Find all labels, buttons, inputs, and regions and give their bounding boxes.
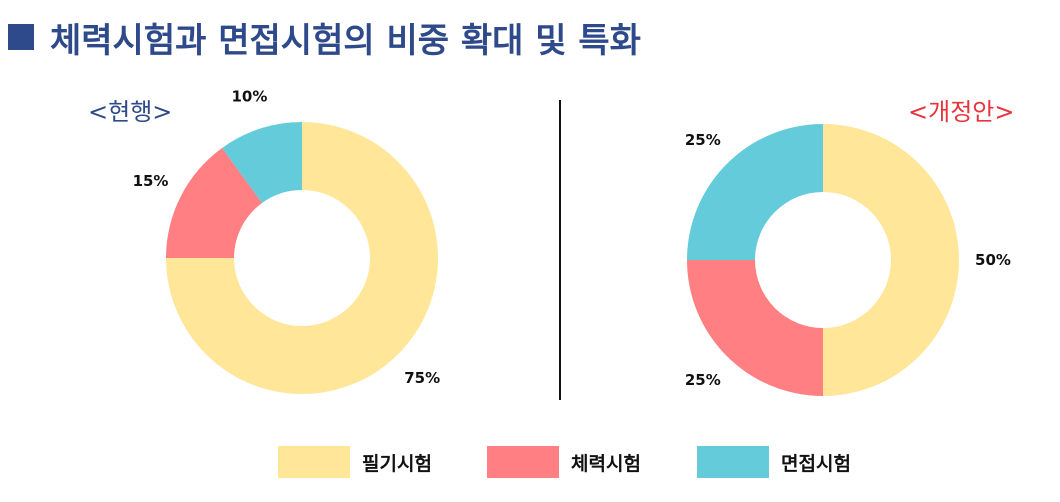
current-slice-physical (166, 147, 263, 258)
current-chart-label: <현행> (88, 98, 173, 126)
proposed-chart-label: <개정안> (908, 98, 1015, 126)
proposed-slice-interview (687, 124, 823, 260)
legend-swatch-interview (697, 446, 769, 478)
legend-item-physical: 체력시험 (487, 444, 641, 480)
proposed-slice-physical (687, 260, 823, 396)
current-value-label-physical: 15% (133, 172, 169, 190)
legend-swatch-physical (487, 446, 559, 478)
donut-charts: 75% 15% 10% 50% 25% 25% (133, 87, 1011, 396)
legend-item-written: 필기시험 (278, 444, 432, 480)
proposed-value-label-written: 50% (975, 251, 1011, 269)
proposed-value-label-physical: 25% (685, 371, 721, 389)
title-bullet-square (8, 24, 34, 50)
current-value-label-interview: 10% (232, 87, 268, 105)
proposed-slice-written (823, 124, 959, 396)
legend-label-physical: 체력시험 (571, 452, 641, 475)
current-value-label-written: 75% (404, 369, 440, 387)
current-slice-written (166, 122, 438, 394)
legend-label-written: 필기시험 (362, 452, 432, 475)
current-slice-interview (222, 122, 302, 203)
legend-label-interview: 면접시험 (781, 452, 851, 475)
legend-swatch-written (278, 446, 350, 478)
chart-divider (559, 100, 561, 400)
page-title-text: 체력시험과 면접시험의 비중 확대 및 특화 (50, 20, 641, 61)
legend-item-interview: 면접시험 (697, 444, 851, 480)
legend: 필기시험 체력시험 면접시험 (0, 444, 1060, 480)
proposed-value-label-interview: 25% (685, 131, 721, 149)
page-title: 체력시험과 면접시험의 비중 확대 및 특화 (8, 14, 641, 61)
